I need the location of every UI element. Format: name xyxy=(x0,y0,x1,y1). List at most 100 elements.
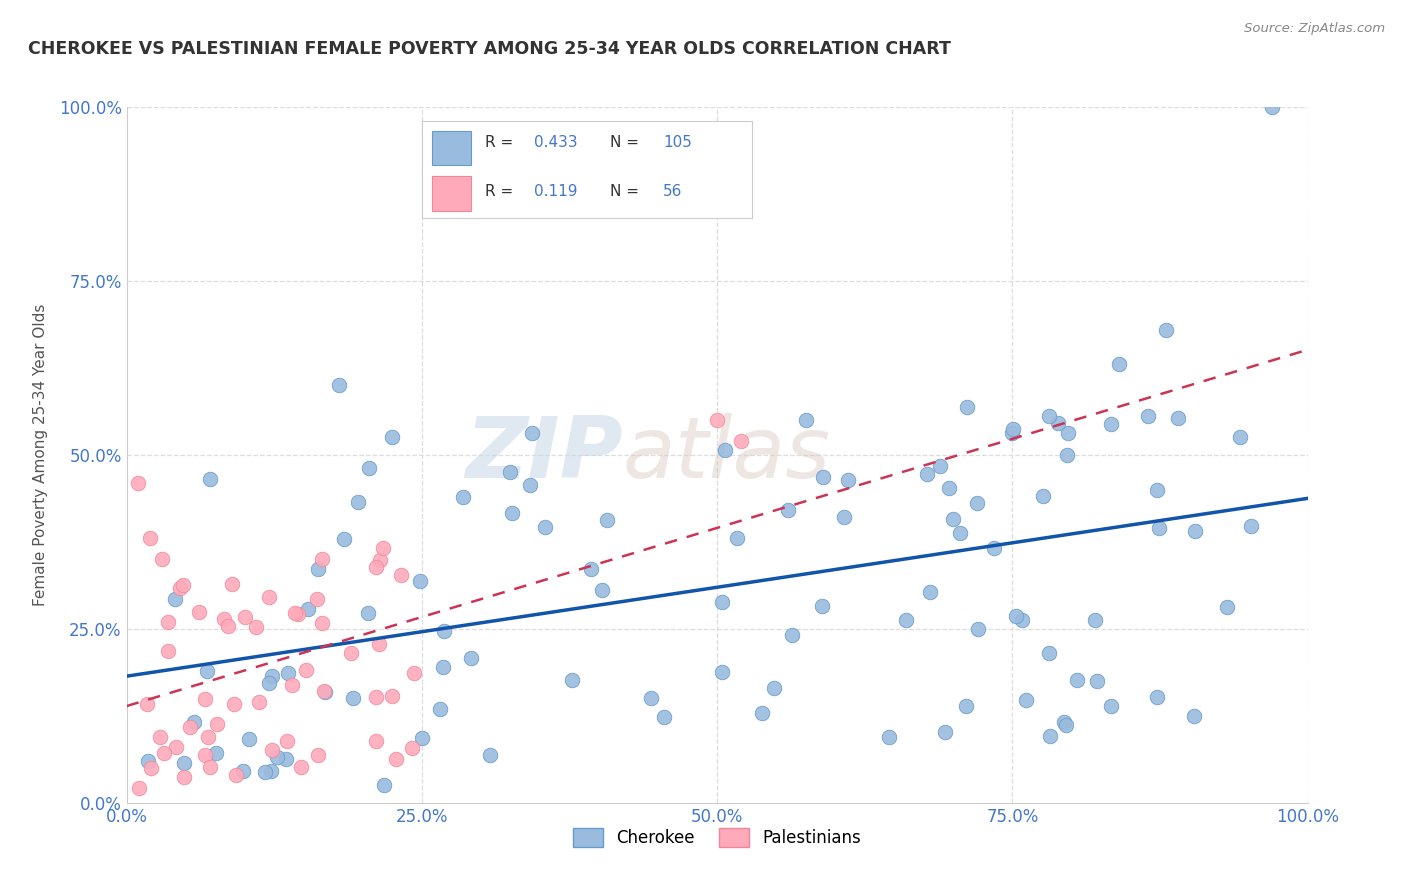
Point xyxy=(652,709,675,723)
Point xyxy=(368,552,391,566)
Point xyxy=(1146,483,1168,497)
Point xyxy=(1084,613,1107,627)
Point xyxy=(381,690,404,704)
Point xyxy=(340,646,363,660)
Point xyxy=(290,759,312,773)
Point xyxy=(373,541,395,555)
Point xyxy=(179,720,201,734)
Point xyxy=(1108,358,1130,372)
Point xyxy=(173,770,195,784)
Point xyxy=(307,562,329,576)
Point xyxy=(367,637,389,651)
Point xyxy=(934,725,956,739)
Point xyxy=(364,733,387,747)
Point xyxy=(896,613,918,627)
Point xyxy=(128,780,150,795)
Point xyxy=(1099,698,1122,713)
Point xyxy=(983,541,1005,556)
Point xyxy=(266,750,288,764)
Point xyxy=(257,676,280,690)
Point xyxy=(183,715,205,730)
Point xyxy=(1240,519,1263,533)
Point xyxy=(136,754,159,768)
Point xyxy=(247,694,270,708)
Point xyxy=(1038,409,1060,423)
Point xyxy=(194,748,217,763)
Point xyxy=(195,664,218,678)
Point xyxy=(1099,417,1122,431)
Point xyxy=(281,677,304,691)
Point xyxy=(359,461,381,475)
Point xyxy=(408,574,430,588)
Point xyxy=(942,512,965,526)
Point xyxy=(364,690,387,704)
Text: atlas: atlas xyxy=(623,413,831,497)
Point xyxy=(1053,714,1076,729)
Point xyxy=(949,525,972,540)
Point xyxy=(751,706,773,720)
Point xyxy=(711,595,734,609)
Point xyxy=(205,717,228,731)
Point xyxy=(1182,709,1205,723)
Point xyxy=(346,495,368,509)
Point xyxy=(141,761,163,775)
Point xyxy=(522,425,544,440)
Point xyxy=(287,607,309,621)
Point xyxy=(1039,729,1062,743)
Point xyxy=(389,567,412,582)
Point xyxy=(212,612,235,626)
Point xyxy=(332,532,354,546)
Point xyxy=(706,413,728,427)
Point xyxy=(920,584,942,599)
Point xyxy=(260,669,283,683)
Point xyxy=(402,665,425,680)
Point xyxy=(478,747,501,762)
Point xyxy=(245,620,267,634)
Point xyxy=(305,591,328,606)
Point xyxy=(1261,100,1284,114)
Point xyxy=(165,739,187,754)
Point xyxy=(730,434,752,448)
Point xyxy=(1216,600,1239,615)
Point xyxy=(136,697,159,711)
Point xyxy=(929,459,952,474)
Point xyxy=(1011,613,1033,627)
Point xyxy=(714,443,737,458)
Point xyxy=(366,559,388,574)
Point xyxy=(837,473,859,487)
Point xyxy=(153,746,176,760)
Point xyxy=(429,701,451,715)
Point xyxy=(778,503,800,517)
Point xyxy=(810,599,832,613)
Point xyxy=(225,768,247,782)
Point xyxy=(832,510,855,524)
Point xyxy=(1085,674,1108,689)
Point xyxy=(1001,425,1024,440)
Point xyxy=(711,665,734,679)
Point xyxy=(956,400,979,414)
Point xyxy=(519,477,541,491)
Point xyxy=(276,752,298,766)
Point xyxy=(579,562,602,576)
Point xyxy=(169,581,191,595)
Point xyxy=(295,663,318,677)
Point xyxy=(1054,718,1077,732)
Point xyxy=(150,552,173,566)
Point xyxy=(238,731,260,746)
Point xyxy=(955,699,977,714)
Point xyxy=(385,752,408,766)
Text: Source: ZipAtlas.com: Source: ZipAtlas.com xyxy=(1244,22,1385,36)
Point xyxy=(357,607,380,621)
Point xyxy=(451,490,474,504)
Point xyxy=(591,583,613,598)
Point xyxy=(342,691,364,706)
Point xyxy=(233,610,256,624)
Point xyxy=(194,691,217,706)
Point xyxy=(139,532,162,546)
Point xyxy=(260,743,283,757)
Text: ZIP: ZIP xyxy=(465,413,623,497)
Point xyxy=(596,512,619,526)
Point xyxy=(1136,409,1159,423)
Point xyxy=(411,731,433,745)
Point xyxy=(794,413,817,427)
